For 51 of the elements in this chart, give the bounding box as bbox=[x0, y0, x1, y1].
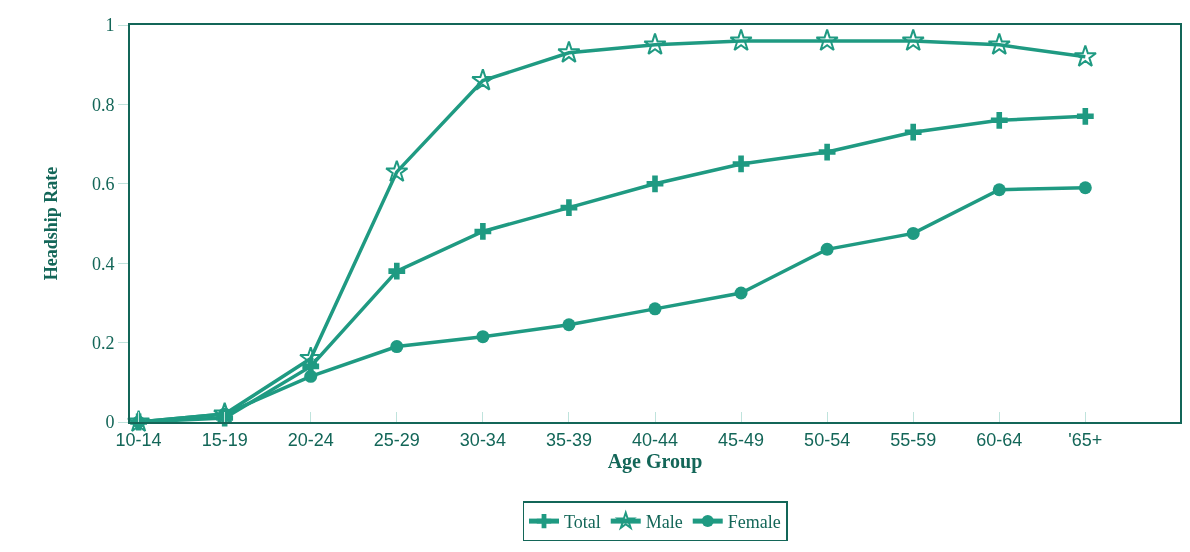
point bbox=[560, 199, 578, 217]
point bbox=[476, 330, 490, 344]
y-tick-label: 1 bbox=[105, 15, 115, 36]
point bbox=[388, 262, 406, 280]
point bbox=[901, 28, 925, 51]
x-tick-label: 45-49 bbox=[718, 429, 765, 450]
x-tick-label: 30-34 bbox=[459, 429, 506, 450]
x-tick-label: 25-29 bbox=[373, 429, 420, 450]
y-tick-label: 0.2 bbox=[91, 332, 115, 353]
x-tick-label: 55-59 bbox=[890, 429, 937, 450]
x-tick-label: '65+ bbox=[1068, 429, 1103, 450]
x-tick-label: 50-54 bbox=[804, 429, 851, 450]
point bbox=[474, 223, 492, 240]
legend-label: Male bbox=[645, 512, 683, 533]
y-tick-label: 0.8 bbox=[91, 94, 115, 115]
x-axis-title: Age Group bbox=[607, 449, 703, 473]
point bbox=[987, 32, 1011, 55]
point bbox=[557, 40, 581, 63]
y-tick-label: 0 bbox=[105, 412, 115, 433]
point bbox=[732, 155, 750, 173]
point bbox=[734, 286, 748, 300]
point bbox=[390, 340, 404, 354]
y-axis-title: Headship Rate bbox=[40, 166, 61, 281]
point bbox=[385, 159, 409, 182]
y-tick-label: 0.4 bbox=[91, 253, 115, 274]
point bbox=[643, 32, 667, 55]
point bbox=[906, 226, 920, 240]
point bbox=[992, 183, 1006, 197]
point bbox=[471, 68, 495, 91]
point bbox=[815, 28, 839, 51]
x-tick-label: 60-64 bbox=[976, 429, 1023, 450]
point bbox=[820, 242, 834, 256]
legend-label: Female bbox=[727, 512, 781, 533]
point bbox=[648, 302, 662, 316]
point bbox=[729, 28, 753, 51]
x-tick-label: 15-19 bbox=[201, 429, 248, 450]
point bbox=[1078, 181, 1092, 195]
y-tick-label: 0.6 bbox=[91, 174, 115, 195]
x-tick-label: 35-39 bbox=[545, 429, 592, 450]
x-tick-label: 10-14 bbox=[115, 429, 162, 450]
point bbox=[990, 111, 1008, 129]
point bbox=[1076, 107, 1094, 125]
point bbox=[646, 175, 664, 193]
point bbox=[562, 318, 576, 332]
x-tick-label: 40-44 bbox=[631, 429, 679, 450]
point bbox=[304, 369, 318, 383]
legend-label: Total bbox=[564, 512, 601, 533]
point bbox=[818, 143, 836, 161]
point bbox=[1073, 44, 1097, 67]
x-tick-label: 20-24 bbox=[287, 429, 334, 450]
point bbox=[904, 123, 922, 141]
